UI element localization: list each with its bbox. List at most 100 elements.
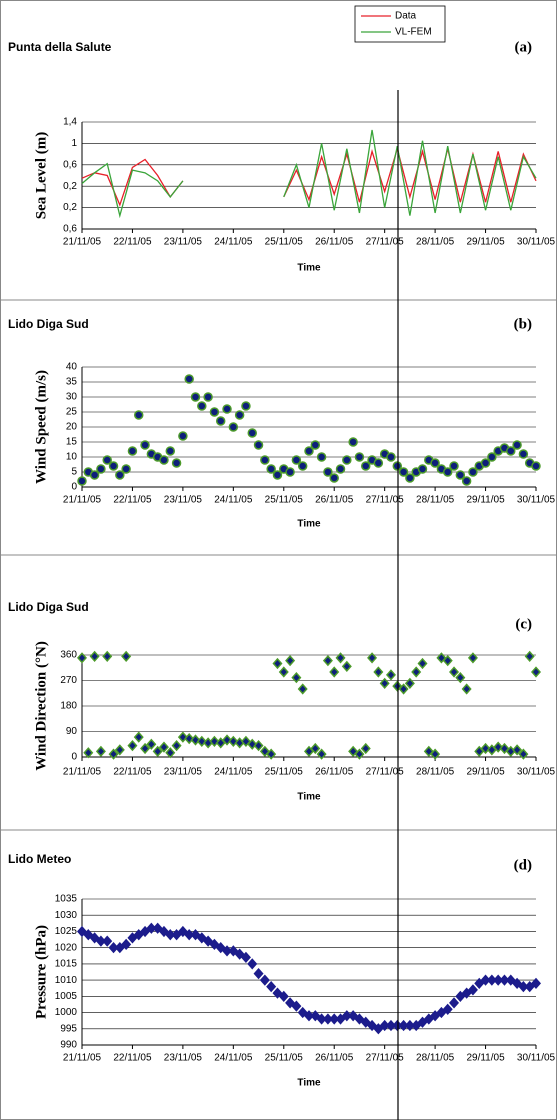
panel-title: Lido Diga Sud (8, 600, 89, 614)
point (297, 1006, 308, 1019)
y-tick-label: 0,2 (63, 202, 77, 213)
point (228, 945, 239, 957)
point (354, 1013, 365, 1025)
y-tick-label: 990 (60, 1040, 77, 1051)
point (209, 407, 220, 417)
y-tick-label: 1015 (55, 959, 78, 970)
point (165, 747, 176, 759)
x-tick-label: 24/11/05 (214, 767, 253, 778)
y-tick-label: 15 (66, 437, 78, 448)
point (234, 410, 245, 420)
point (177, 731, 188, 743)
point (316, 748, 327, 760)
point (241, 401, 251, 411)
point (158, 925, 169, 938)
point (423, 745, 434, 757)
point (127, 932, 138, 944)
point (272, 470, 283, 480)
point (171, 458, 182, 468)
x-tick-label: 30/11/05 (517, 1053, 556, 1064)
panel-title: Lido Diga Sud (8, 317, 89, 331)
x-tick-label: 21/11/05 (63, 1053, 102, 1064)
point (121, 938, 132, 951)
point (115, 470, 125, 480)
point (367, 652, 378, 664)
y-tick-label: 270 (60, 675, 77, 686)
point (304, 446, 314, 456)
point (291, 672, 302, 684)
point (215, 942, 226, 954)
point (197, 401, 207, 411)
point (373, 458, 384, 468)
point (95, 745, 106, 757)
point (342, 455, 352, 465)
x-tick-label: 24/11/05 (214, 237, 253, 248)
legend-label: Data (395, 11, 417, 22)
point (177, 925, 188, 938)
point (291, 1000, 302, 1012)
point (480, 742, 491, 755)
y-axis-label: Wind Direction (°N) (33, 641, 49, 771)
x-tick-label: 23/11/05 (164, 1053, 203, 1064)
point (442, 655, 453, 667)
point (530, 977, 542, 989)
point (171, 740, 182, 752)
x-tick-label: 28/11/05 (416, 1053, 455, 1064)
point (348, 437, 358, 447)
point (354, 748, 365, 760)
point (442, 1003, 453, 1015)
panel-label: (d) (514, 857, 532, 873)
x-tick-label: 26/11/05 (315, 767, 354, 778)
point (455, 990, 466, 1002)
y-axis-label: Wind Speed (m/s) (33, 370, 49, 484)
point (158, 741, 169, 753)
point (367, 1019, 378, 1032)
point (411, 1019, 422, 1032)
point (291, 455, 302, 465)
point (165, 446, 176, 456)
y-tick-label: 1,4 (63, 117, 77, 128)
point (285, 655, 296, 667)
point (272, 657, 283, 670)
point (297, 683, 308, 695)
x-tick-label: 29/11/05 (466, 495, 505, 506)
panel-label: (c) (515, 616, 532, 632)
y-tick-label: 1035 (55, 894, 78, 905)
point (480, 458, 491, 468)
point (253, 440, 264, 450)
point (240, 951, 251, 964)
point (449, 997, 460, 1009)
x-tick-label: 24/11/05 (214, 1053, 253, 1064)
point (171, 929, 182, 941)
point (449, 666, 460, 678)
point (247, 958, 258, 970)
point (316, 452, 327, 462)
point (530, 666, 542, 678)
point (278, 666, 289, 678)
x-tick-label: 29/11/05 (466, 237, 505, 248)
point (385, 669, 396, 681)
point (234, 948, 245, 960)
point (209, 938, 220, 951)
point (278, 990, 289, 1002)
point (190, 392, 201, 402)
x-tick-label: 30/11/05 (517, 237, 556, 248)
point (140, 440, 150, 450)
point (133, 929, 144, 941)
point (512, 744, 523, 756)
point (127, 740, 138, 752)
point (392, 680, 403, 692)
point (209, 735, 220, 748)
y-tick-label: 10 (66, 452, 78, 463)
point (114, 942, 125, 954)
point (159, 455, 169, 465)
point (222, 734, 233, 746)
point (253, 740, 264, 752)
series-line (81, 146, 537, 207)
point (398, 683, 409, 695)
point (266, 748, 277, 760)
x-tick-label: 22/11/05 (113, 237, 152, 248)
point (423, 1013, 434, 1025)
x-tick-label: 30/11/05 (517, 767, 556, 778)
panel-title: Punta della Salute (8, 40, 112, 54)
